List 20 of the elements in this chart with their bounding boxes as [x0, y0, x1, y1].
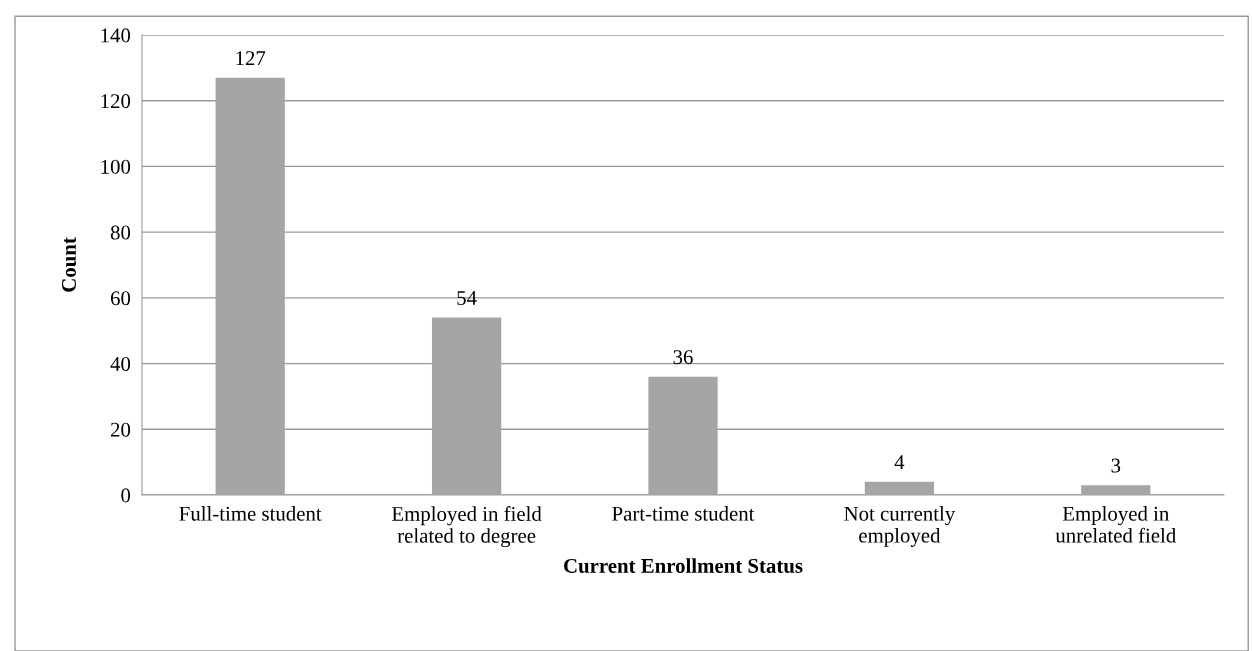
x-tick-label: Full-time student: [179, 506, 322, 521]
y-tick-label: 140: [101, 28, 131, 43]
y-tick-label: 20: [110, 422, 131, 437]
x-tick-label: Part-time student: [612, 506, 755, 521]
data-label: 36: [673, 350, 693, 365]
x-axis-title: Current Enrollment Status: [564, 558, 803, 573]
y-tick-label: 120: [101, 94, 131, 109]
data-label: 3: [1111, 458, 1121, 473]
data-label: 127: [236, 51, 266, 65]
x-tick-label: Not currently employed: [844, 506, 956, 547]
data-label: 4: [894, 455, 905, 470]
y-tick-label: 100: [101, 159, 131, 174]
y-tick-label: 80: [110, 225, 131, 240]
y-axis-title: Count: [61, 237, 77, 292]
data-label: 54: [457, 291, 477, 306]
y-tick-label: 60: [110, 291, 131, 306]
y-tick-label: 0: [121, 488, 131, 503]
y-tick-label: 40: [110, 356, 131, 371]
x-tick-label: Employed in unrelated field: [1055, 506, 1176, 543]
x-tick-label: Employed in field related to degree: [391, 506, 542, 548]
